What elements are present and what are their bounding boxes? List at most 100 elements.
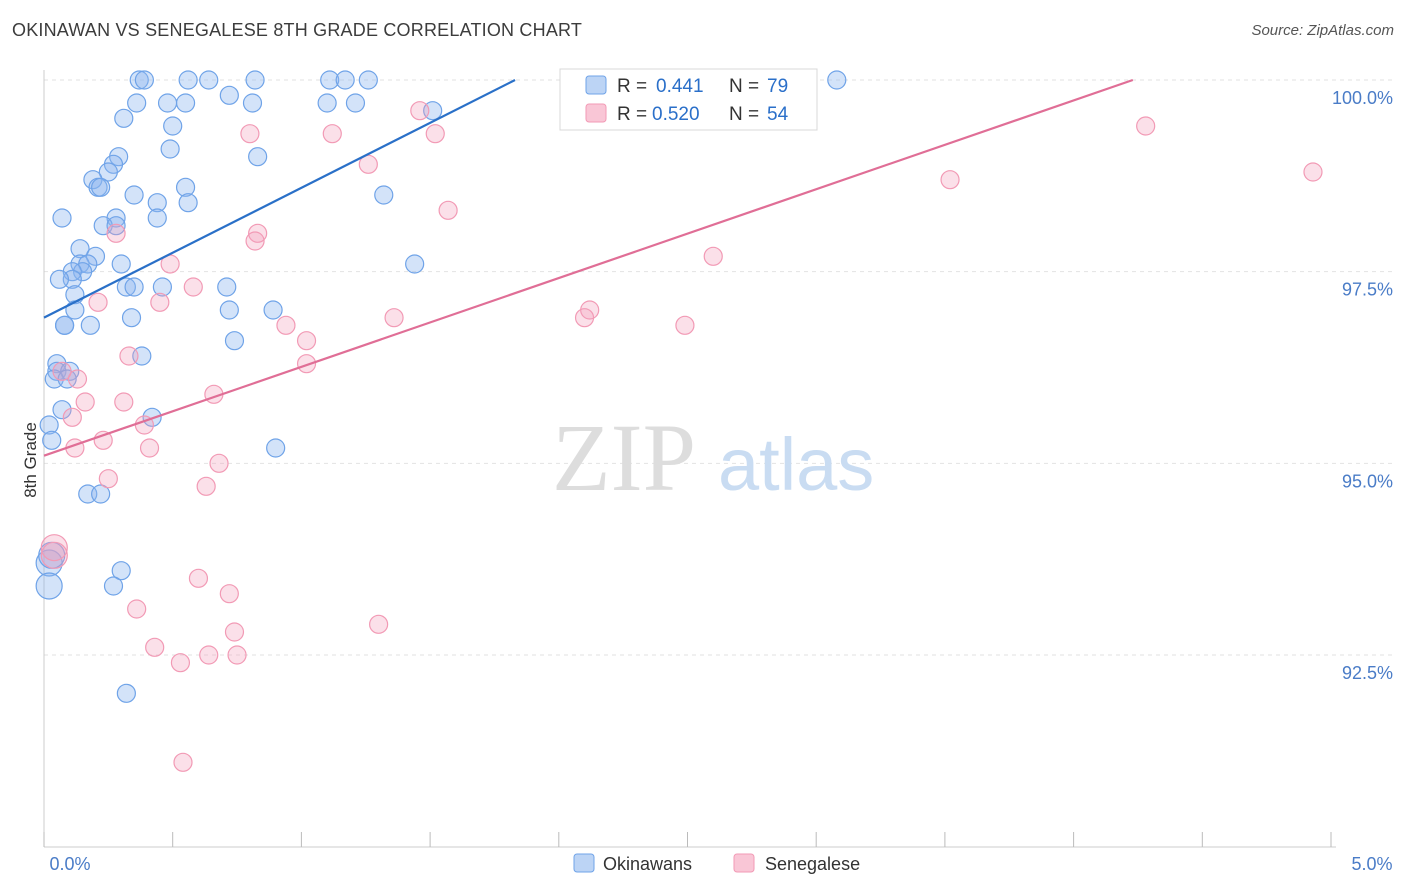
okinawan-point bbox=[245, 70, 265, 90]
okinawan-point bbox=[147, 193, 167, 213]
okinawan-point bbox=[103, 576, 124, 596]
okinawan-point bbox=[160, 139, 180, 159]
senegalese-point bbox=[227, 645, 247, 665]
okinawan-point bbox=[317, 93, 337, 113]
x-tick-label-min: 0.0% bbox=[49, 854, 90, 874]
okinawan-point bbox=[106, 216, 126, 236]
okinawan-point bbox=[116, 277, 136, 297]
okinawan-point bbox=[219, 85, 239, 105]
y-tick-label: 100.0% bbox=[1332, 88, 1393, 108]
senegalese-point bbox=[62, 407, 82, 427]
watermark: ZIP atlas bbox=[552, 404, 874, 511]
senegalese-point bbox=[145, 637, 165, 657]
okinawan-point bbox=[52, 400, 72, 420]
okinawan-point bbox=[199, 70, 219, 90]
legend-n-value-2: 54 bbox=[767, 104, 789, 125]
senegalese-point bbox=[245, 231, 265, 251]
senegalese-point bbox=[98, 469, 118, 489]
okinawan-point bbox=[52, 208, 72, 228]
okinawan-point bbox=[345, 93, 366, 113]
legend-swatch-senegalese bbox=[585, 103, 607, 123]
senegalese-point bbox=[52, 361, 72, 381]
okinawan-point bbox=[42, 430, 62, 450]
senegalese-point bbox=[106, 223, 126, 243]
senegalese-point bbox=[209, 453, 229, 473]
senegalese-point bbox=[296, 331, 317, 351]
okinawan-point bbox=[114, 108, 134, 128]
senegalese-point bbox=[675, 315, 695, 335]
bottom-legend: Okinawans Senegalese bbox=[573, 853, 860, 874]
senegalese-trend-line bbox=[43, 78, 1134, 457]
axes bbox=[43, 70, 1336, 848]
okinawan-point bbox=[124, 185, 144, 205]
senegalese-point bbox=[425, 124, 445, 144]
senegalese-point bbox=[196, 476, 216, 496]
bottom-legend-swatch-senegalese bbox=[733, 853, 755, 873]
senegalese-point bbox=[75, 392, 95, 412]
okinawan-point bbox=[98, 162, 118, 182]
senegalese-point bbox=[40, 541, 68, 569]
okinawan-point bbox=[219, 300, 239, 320]
senegalese-point bbox=[188, 568, 209, 588]
okinawan-point bbox=[157, 93, 178, 113]
senegalese-point bbox=[296, 354, 317, 374]
okinawan-point bbox=[129, 70, 149, 90]
okinawan-point bbox=[49, 269, 70, 289]
okinawan-point bbox=[80, 315, 100, 335]
senegalese-point bbox=[219, 584, 239, 604]
legend-n-value-1: 79 bbox=[767, 76, 788, 97]
okinawan-point bbox=[163, 116, 183, 136]
y-tick-label: 97.5% bbox=[1342, 280, 1393, 300]
okinawan-point bbox=[178, 193, 198, 213]
senegalese-point bbox=[170, 653, 191, 673]
okinawan-point bbox=[266, 438, 286, 458]
okinawan-point bbox=[358, 70, 378, 90]
okinawan-point bbox=[147, 208, 167, 228]
legend-r-value-2: 0.520 bbox=[652, 104, 700, 125]
senegalese-point bbox=[248, 223, 268, 243]
okinawan-point bbox=[224, 331, 245, 351]
okinawan-point bbox=[124, 277, 144, 297]
y-tick-label: 95.0% bbox=[1342, 471, 1393, 491]
okinawan-point bbox=[175, 93, 196, 113]
senegalese-points bbox=[40, 70, 1323, 772]
okinawan-point bbox=[85, 246, 106, 266]
senegalese-point bbox=[1136, 116, 1156, 136]
senegalese-point bbox=[369, 614, 389, 634]
senegalese-point bbox=[199, 645, 219, 665]
x-ticks bbox=[43, 832, 1332, 847]
okinawan-point bbox=[263, 300, 283, 320]
senegalese-point bbox=[1303, 162, 1323, 182]
okinawans-points bbox=[35, 70, 847, 703]
x-tick-label-max: 5.0% bbox=[1351, 854, 1392, 874]
watermark-atlas: atlas bbox=[718, 423, 874, 506]
senegalese-point bbox=[40, 534, 68, 562]
okinawan-point bbox=[320, 70, 340, 90]
senegalese-point bbox=[322, 124, 342, 144]
okinawan-point bbox=[152, 277, 173, 297]
senegalese-point bbox=[240, 124, 260, 144]
senegalese-point bbox=[88, 292, 108, 312]
legend-r-value-1: 0.441 bbox=[656, 76, 704, 97]
senegalese-point bbox=[358, 154, 378, 174]
okinawan-point bbox=[335, 70, 355, 90]
senegalese-point bbox=[438, 200, 458, 220]
legend-box: R = 0.441 N = 79 R = 0.520 N = 54 bbox=[559, 68, 818, 131]
okinawan-point bbox=[374, 185, 394, 205]
y-tick-labels: 92.5% 95.0% 97.5% 100.0% bbox=[1332, 88, 1393, 683]
source-label: Source: ZipAtlas.com bbox=[1251, 22, 1394, 39]
watermark-zip: ZIP bbox=[552, 404, 696, 511]
okinawan-point bbox=[121, 308, 142, 328]
legend-swatch-okinawans bbox=[585, 75, 607, 95]
y-tick-label: 92.5% bbox=[1342, 663, 1393, 683]
okinawan-point bbox=[91, 177, 111, 197]
gridlines bbox=[44, 79, 1392, 656]
senegalese-point bbox=[127, 599, 147, 619]
okinawan-point bbox=[217, 277, 237, 297]
okinawan-point bbox=[242, 93, 263, 113]
chart-title: OKINAWAN VS SENEGALESE 8TH GRADE CORRELA… bbox=[12, 20, 583, 40]
okinawans-trend-line bbox=[43, 79, 516, 319]
senegalese-point bbox=[384, 308, 404, 328]
senegalese-point bbox=[67, 369, 88, 389]
bottom-legend-okinawans: Okinawans bbox=[603, 854, 692, 874]
